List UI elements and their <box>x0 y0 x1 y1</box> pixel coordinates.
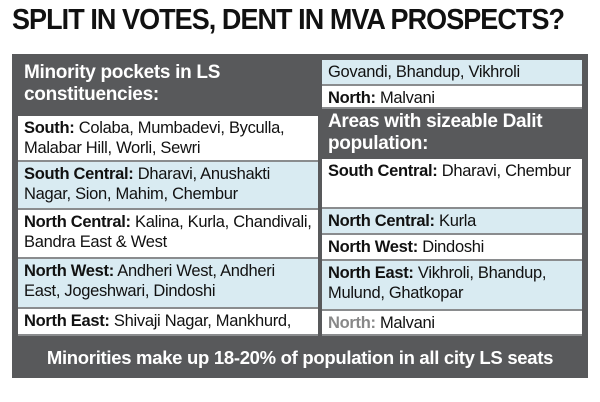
row: South: Colaba, Mumbadevi, Byculla, Malab… <box>18 116 318 162</box>
row: North: Malvani <box>322 86 582 109</box>
row: North East: Vikhroli, Bhandup, Mulund, G… <box>322 261 582 311</box>
row-label: North West: <box>328 238 418 256</box>
row: North: Malvani <box>322 311 582 336</box>
right-column: Govandi, Bhandup, Vikhroli North: Malvani… <box>322 60 582 336</box>
row-label: South Central: <box>24 165 134 183</box>
row: North Central: Kalina, Kurla, Chandivali… <box>18 210 318 259</box>
row-label: North: <box>328 314 376 332</box>
row-text: Kalina, Kurla, Chandivali, Bandra East &… <box>24 213 312 251</box>
row: South Central: Dharavi, Chembur <box>322 159 582 209</box>
section-heading: Areas with sizeable Dalit population: <box>322 109 582 159</box>
row-text: Colaba, Mumbadevi, Byculla, Malabar Hill… <box>24 119 285 157</box>
row-text: Dharavi, Chembur <box>441 162 571 180</box>
row: North Central: Kurla <box>322 209 582 235</box>
row: South Central: Dharavi, Anushakti Nagar,… <box>18 162 318 210</box>
row-label: North East: <box>328 264 414 282</box>
row-text: Dindoshi <box>422 238 485 256</box>
row-label: North East: <box>24 312 110 330</box>
row-label: North West: <box>24 262 114 280</box>
row-text: Dharavi, Anushakti Nagar, Sion, Mahim, C… <box>24 165 270 203</box>
row: North West: Andheri West, Andheri East, … <box>18 259 318 309</box>
row-text: Kurla <box>439 212 477 230</box>
row-text: Malvani <box>379 89 435 107</box>
row-text: Govandi, Bhandup, Vikhroli <box>328 63 520 81</box>
title: SPLIT IN VOTES, DENT IN MVA PROSPECTS? <box>12 4 565 36</box>
row-text: Andheri West, Andheri East, Jogeshwari, … <box>24 262 275 300</box>
row-text: Malvani <box>379 314 435 332</box>
row: Govandi, Bhandup, Vikhroli <box>322 60 582 86</box>
row-label: North: <box>328 89 376 107</box>
row-text: Vikhroli, Bhandup, Mulund, Ghatkopar <box>328 264 547 302</box>
footer: Minorities make up 18-20% of population … <box>46 347 554 368</box>
row-text: Shivaji Nagar, Mankhurd, <box>113 312 292 330</box>
left-column: Minority pockets in LS constituencies: So… <box>18 60 318 336</box>
section-heading: Minority pockets in LS constituencies: <box>18 60 318 116</box>
row-label: North Central: <box>24 213 131 231</box>
row: North West: Dindoshi <box>322 235 582 261</box>
row-label: North Central: <box>328 212 435 230</box>
row-label: South: <box>24 119 75 137</box>
row: North East: Shivaji Nagar, Mankhurd, <box>18 309 318 336</box>
row-label: South Central: <box>328 162 438 180</box>
panel: Minority pockets in LS constituencies: So… <box>12 54 588 378</box>
